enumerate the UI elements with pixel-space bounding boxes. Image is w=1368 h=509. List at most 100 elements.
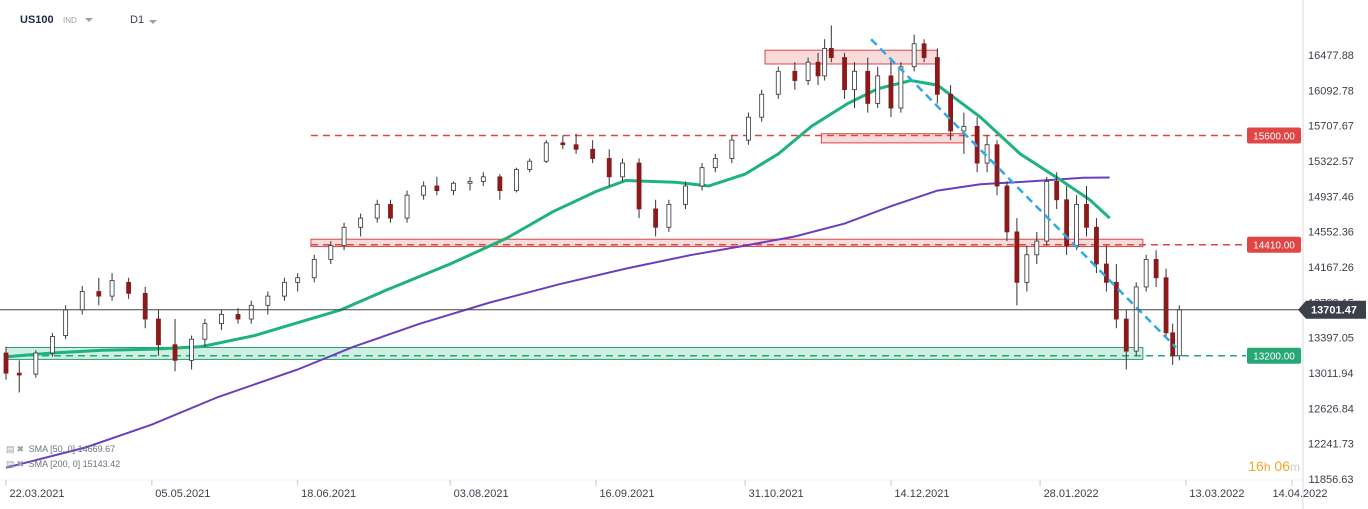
close-icon[interactable]: ✖: [16, 459, 25, 469]
candle-timer: 16h 06m: [1248, 458, 1300, 474]
candle-body-9: [142, 292, 148, 320]
settings-icon[interactable]: ▤: [6, 444, 15, 454]
x-tick-label-3: 03.08.2021: [454, 488, 509, 500]
candle-body-31: [480, 176, 486, 182]
y-tick-label-4: 14937.46: [1308, 191, 1354, 203]
candle-body-19: [295, 277, 301, 283]
legend-sma50[interactable]: ▤ ✖ SMA [50, 0] 14669.67: [6, 443, 115, 455]
candle-body-7: [109, 280, 115, 297]
level-badge-1: [1247, 236, 1301, 253]
candle-body-4: [63, 309, 69, 336]
y-tick-label-5: 14552.36: [1308, 227, 1354, 239]
candle-body-11: [172, 344, 178, 361]
x-tick-label-2: 18.06.2021: [301, 488, 356, 500]
candle-body-60: [888, 75, 894, 109]
candle-body-24: [374, 203, 380, 219]
candle-body-86: [1163, 277, 1169, 334]
x-tick-label-5: 31.10.2021: [749, 488, 804, 500]
candle-body-25: [388, 203, 393, 219]
resistance-zone-2[interactable]: [310, 238, 1144, 248]
candle-body-21: [328, 245, 334, 260]
candle-body-85: [1153, 259, 1159, 279]
candle-body-73: [1034, 240, 1040, 256]
level-badge-0: [1247, 127, 1301, 144]
candle-body-83: [1133, 286, 1139, 352]
price-axis[interactable]: 16477.88 16092.78 15707.67 15322.57 14937.46…: [1308, 50, 1354, 486]
candles-layer: [3, 25, 1182, 393]
legend-sma50-value: 14669.67: [77, 444, 116, 454]
y-tick-label-7: 13782.15: [1308, 297, 1354, 309]
candle-body-48: [746, 116, 751, 141]
candle-body-27: [421, 185, 427, 196]
candle-body-63: [921, 43, 927, 58]
candle-body-75: [1054, 181, 1060, 201]
candle-body-30: [467, 181, 473, 184]
symbol-dropdown-icon[interactable]: [85, 18, 93, 22]
candle-body-44: [683, 185, 688, 205]
candle-body-2: [33, 352, 39, 375]
timeframe-label[interactable]: D1: [130, 14, 145, 26]
candle-body-80: [1103, 263, 1109, 283]
candle-body-55: [828, 47, 834, 58]
candle-body-64: [934, 57, 940, 95]
candle-body-34: [527, 160, 533, 170]
candle-body-82: [1123, 318, 1129, 352]
candle-body-71: [1014, 231, 1020, 283]
candle-body-6: [96, 291, 102, 297]
level-label-1: 14410.00: [1253, 241, 1295, 252]
candle-body-22: [341, 226, 347, 247]
level-label-0: 15600.00: [1253, 132, 1295, 143]
candle-body-58: [865, 70, 871, 104]
candle-body-35: [543, 142, 549, 162]
close-icon[interactable]: ✖: [16, 444, 25, 454]
y-tick-label-3: 15322.57: [1308, 156, 1354, 168]
y-tick-label-8: 13397.05: [1308, 333, 1354, 345]
current-price-badge: [1298, 300, 1366, 319]
sma50-line[interactable]: [5, 78, 1111, 359]
downtrend-line[interactable]: [870, 38, 1177, 349]
candle-body-57: [852, 70, 857, 91]
candle-body-74: [1044, 181, 1050, 242]
candle-body-79: [1094, 226, 1099, 265]
moving-averages-layer: [5, 78, 1111, 469]
candle-body-42: [653, 208, 659, 228]
trendline-layer[interactable]: [870, 38, 1177, 349]
sma200-line[interactable]: [5, 176, 1110, 469]
candle-body-87: [1170, 332, 1176, 357]
candle-body-81: [1113, 281, 1119, 320]
legend-sma200[interactable]: ▤ ✖ SMA [200, 0] 15143.42: [6, 458, 120, 470]
timer-minutes: 06: [1274, 458, 1290, 474]
candle-body-5: [79, 291, 85, 311]
legend-sma50-label: SMA [50, 0]: [28, 444, 76, 454]
candle-body-8: [126, 281, 132, 294]
candle-body-26: [404, 194, 410, 219]
candle-body-45: [699, 167, 705, 187]
settings-icon[interactable]: ▤: [6, 459, 15, 469]
resistance-zone-0[interactable]: [764, 49, 938, 65]
instrument-type-label: IND: [63, 16, 77, 25]
y-tick-label-12: 11856.63: [1308, 474, 1353, 486]
symbol-label[interactable]: US100: [20, 14, 54, 26]
candle-body-18: [282, 281, 287, 297]
x-tick-label-1: 05.05.2021: [155, 488, 210, 500]
candle-body-32: [497, 176, 503, 191]
candle-body-0: [3, 352, 9, 374]
current-price-label: 13701.47: [1311, 305, 1357, 317]
candle-body-38: [590, 148, 596, 159]
candle-body-84: [1143, 259, 1149, 288]
candle-body-3: [50, 336, 55, 354]
candle-body-23: [358, 217, 364, 228]
timer-hours: 16: [1248, 458, 1264, 474]
timeframe-dropdown-icon[interactable]: [149, 20, 157, 24]
zones-layer: [5, 49, 1144, 360]
candle-body-12: [189, 338, 195, 361]
x-tick-label-7: 28.01.2022: [1044, 488, 1099, 500]
levels-layer: 15600.00 14410.00 13200.00: [6, 127, 1301, 364]
candle-body-29: [451, 182, 456, 191]
time-axis[interactable]: 22.03.2021 05.05.2021 18.06.2021 03.08.2021…: [5, 480, 1328, 500]
candle-body-70: [1004, 185, 1010, 233]
candle-body-77: [1074, 203, 1079, 247]
candle-body-40: [620, 162, 625, 178]
y-tick-label-10: 12626.84: [1308, 403, 1354, 415]
